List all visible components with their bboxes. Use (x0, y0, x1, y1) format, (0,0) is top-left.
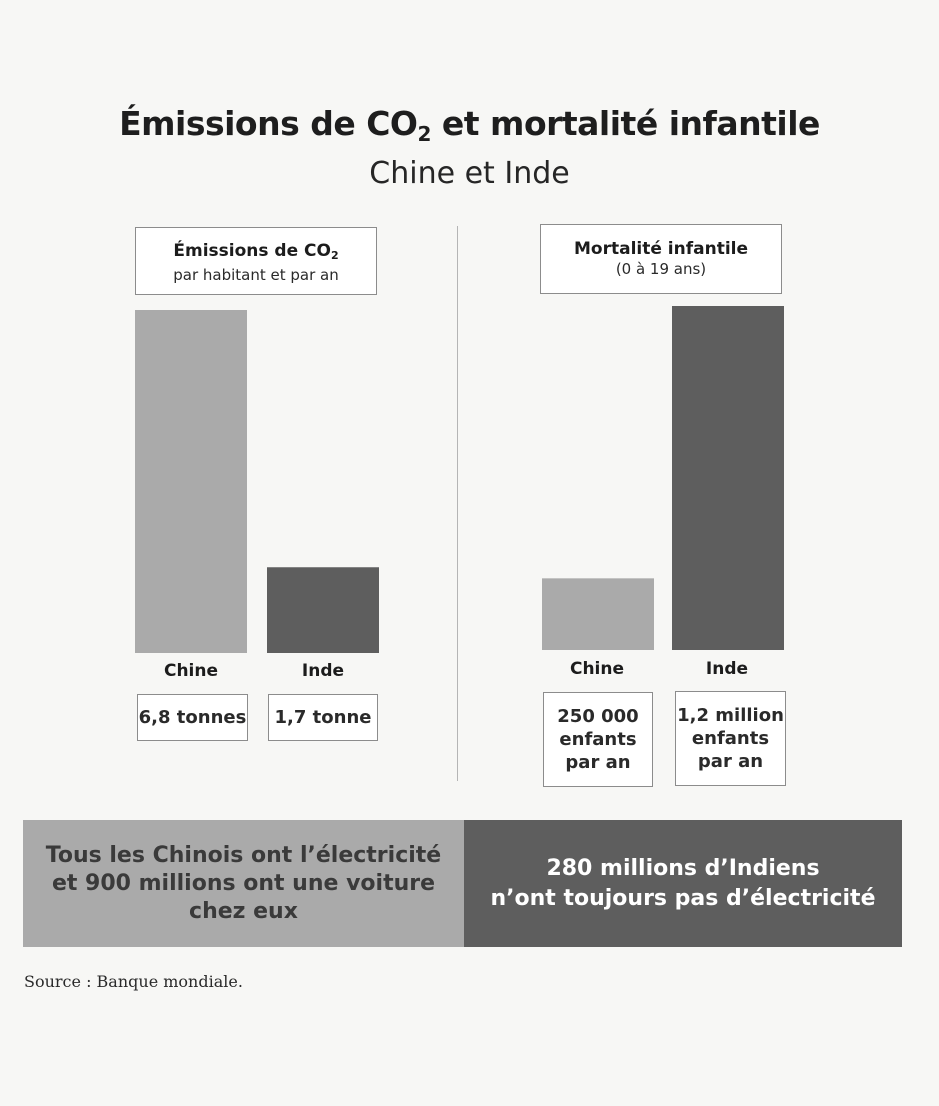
china-banner: Tous les Chinois ont l’électricité et 90… (23, 820, 464, 947)
mortality-value-inde-line3: par an (697, 751, 764, 772)
mortality-bar-chine (542, 578, 654, 650)
mortality-value-inde-line1: 1,2 million (677, 705, 784, 726)
co2-category-inde: Inde (301, 661, 345, 681)
mortality-panel-header: Mortalité infantile (0 à 19 ans) (540, 224, 782, 294)
mortality-value-inde-line2: enfants (691, 728, 770, 749)
co2-category-chine: Chine (163, 661, 219, 681)
mortality-value-chine-line1: 250 000 (557, 706, 639, 727)
china-banner-line3: chez eux (189, 898, 298, 924)
co2-panel-header: Émissions de CO2 par habitant et par an (135, 227, 377, 295)
mortality-category-chine: Chine (569, 659, 625, 679)
chart-subtitle: Chine et Inde (369, 156, 570, 191)
india-banner-line1: 280 millions d’Indiens (546, 855, 820, 881)
co2-value-inde: 1,7 tonne (268, 694, 378, 741)
co2-bar-inde (267, 567, 379, 653)
china-banner-line1: Tous les Chinois ont l’électricité (45, 842, 442, 868)
panel-divider (457, 226, 458, 781)
mortality-value-chine-line3: par an (565, 752, 631, 773)
co2-value-chine: 6,8 tonnes (137, 694, 248, 741)
mortality-panel-title: Mortalité infantile (573, 239, 749, 259)
mortality-value-inde: 1,2 million enfants par an (675, 691, 786, 786)
china-banner-line2: et 900 millions ont une voiture (51, 870, 436, 896)
india-banner: 280 millions d’Indiens n’ont toujours pa… (464, 820, 902, 947)
mortality-value-chine: 250 000 enfants par an (543, 692, 653, 787)
mortality-panel-subtitle: (0 à 19 ans) (615, 260, 707, 278)
co2-panel-subtitle: par habitant et par an (173, 266, 339, 284)
mortality-value-chine-line2: enfants (559, 729, 637, 750)
chart-title: Émissions de CO2 et mortalité infantile (119, 104, 820, 146)
mortality-category-inde: Inde (705, 659, 749, 679)
co2-panel-title: Émissions de CO2 (173, 241, 339, 262)
mortality-bar-inde (672, 306, 784, 650)
source-note: Source : Banque mondiale. (24, 972, 243, 991)
co2-bar-chine (135, 310, 247, 653)
india-banner-line2: n’ont toujours pas d’électricité (490, 885, 876, 911)
